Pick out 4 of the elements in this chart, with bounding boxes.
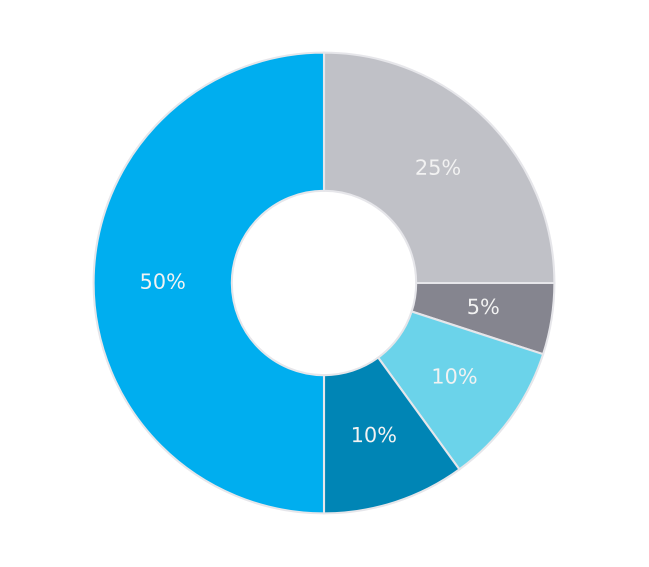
- data-label: 10%: [434, 368, 476, 384]
- data-label: 50%: [141, 273, 185, 290]
- data-label: 10%: [352, 426, 396, 442]
- data-label: 5%: [468, 298, 499, 314]
